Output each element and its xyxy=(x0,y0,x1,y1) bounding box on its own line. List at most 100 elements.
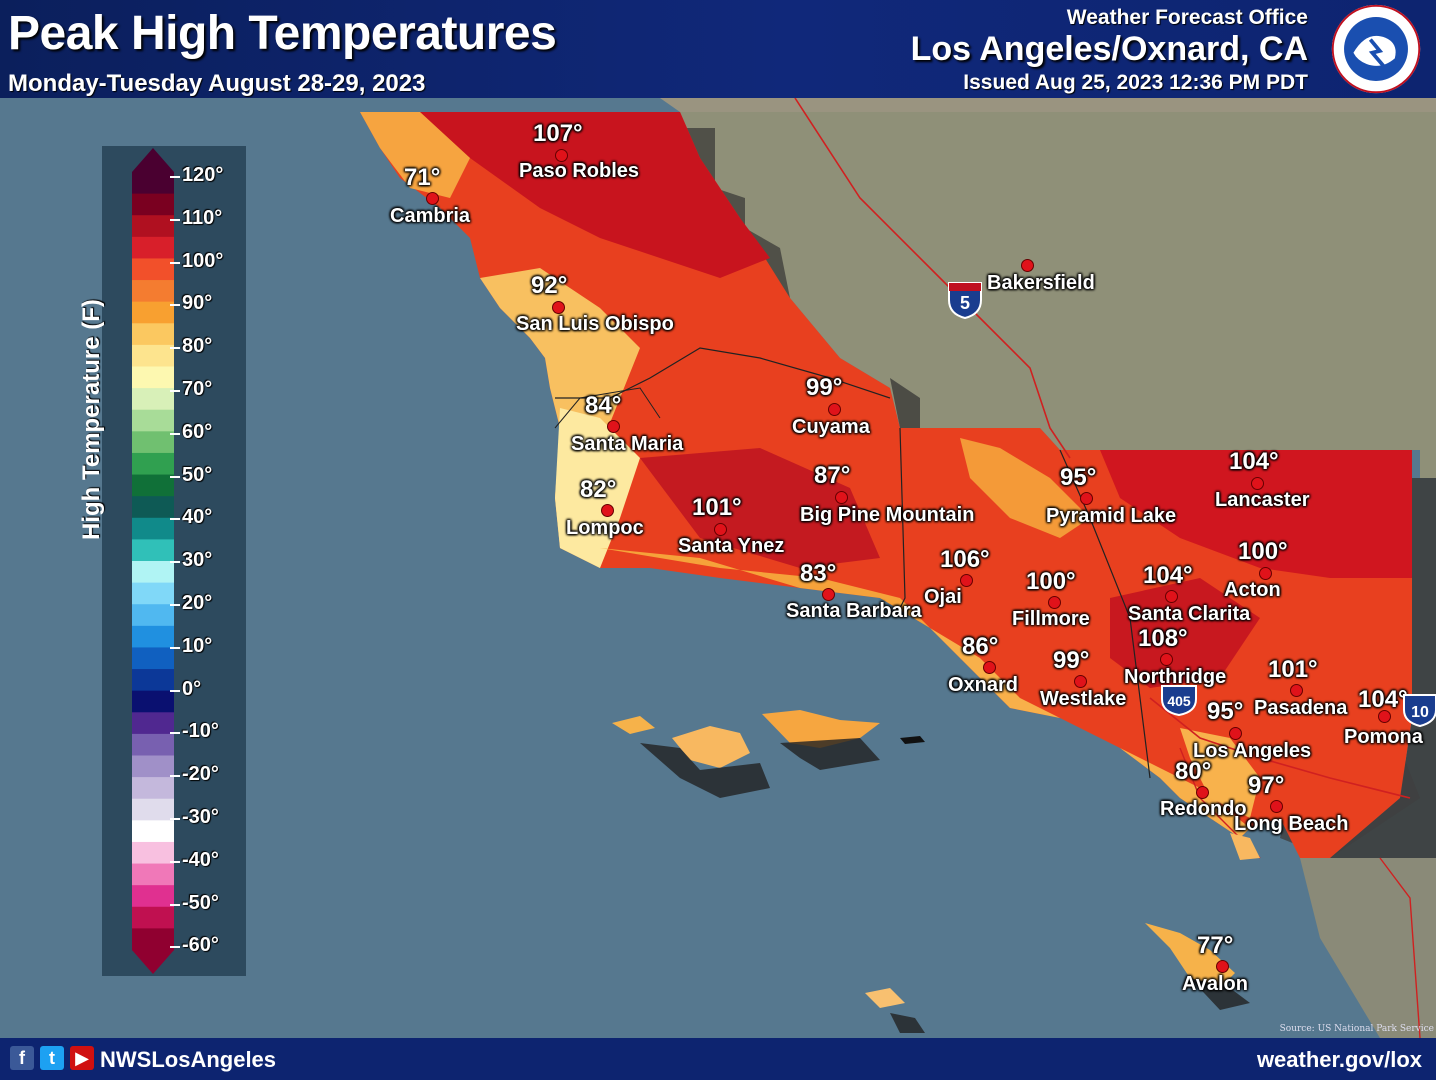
city-name-santa-ynez: Santa Ynez xyxy=(678,535,785,557)
i10-label: 10 xyxy=(1411,704,1429,721)
legend-swatch xyxy=(132,474,174,497)
city-name-big-pine-mountain: Big Pine Mountain xyxy=(800,504,975,526)
city-marker-ojai xyxy=(960,574,973,587)
temp-pomona: 104° xyxy=(1358,686,1408,713)
legend-tick-mark xyxy=(170,860,180,863)
legend-swatch xyxy=(132,647,174,670)
city-marker-los-angeles xyxy=(1229,727,1242,740)
temp-pasadena: 101° xyxy=(1268,656,1318,683)
temp-santa-ynez: 101° xyxy=(692,494,742,521)
city-marker-oxnard xyxy=(983,661,996,674)
city-name-pyramid-lake: Pyramid Lake xyxy=(1046,505,1177,527)
office-label: Weather Forecast Office xyxy=(1066,6,1308,29)
legend-tick-mark xyxy=(170,732,180,735)
legend-tick-mark xyxy=(170,347,180,350)
facebook-icon[interactable]: f xyxy=(10,1046,34,1070)
temp-santa-clarita: 104° xyxy=(1143,562,1193,589)
legend-swatch xyxy=(132,344,174,367)
legend-tick-mark xyxy=(170,646,180,649)
interstate-405-shield-icon: 405 xyxy=(1161,685,1197,717)
temp-paso-robles: 107° xyxy=(533,120,583,147)
legend-swatch xyxy=(132,712,174,735)
nws-logo-icon xyxy=(1331,4,1421,94)
legend-tick-mark xyxy=(170,218,180,221)
office-name: Los Angeles/Oxnard, CA xyxy=(910,30,1308,68)
legend-tick-label: 120° xyxy=(182,164,224,186)
legend-swatch xyxy=(132,777,174,800)
temp-northridge: 108° xyxy=(1138,625,1188,652)
temp-san-luis-obispo: 92° xyxy=(531,272,568,299)
legend-swatch xyxy=(132,236,174,259)
interstate-10-shield-icon: 10 xyxy=(1403,694,1436,728)
legend-arrow-top xyxy=(132,148,174,172)
city-marker-pasadena xyxy=(1290,684,1303,697)
temp-cambria: 71° xyxy=(404,164,441,191)
twitter-icon[interactable]: t xyxy=(40,1046,64,1070)
legend-tick-mark xyxy=(170,903,180,906)
city-marker-lompoc xyxy=(601,504,614,517)
legend-tick-label: 0° xyxy=(182,677,202,700)
city-marker-paso-robles xyxy=(555,149,568,162)
legend-swatch xyxy=(132,906,174,929)
legend-swatch xyxy=(132,820,174,843)
legend-swatch xyxy=(132,431,174,454)
city-marker-san-luis-obispo xyxy=(552,301,565,314)
date-subtitle: Monday-Tuesday August 28-29, 2023 xyxy=(8,70,426,97)
legend-tick-mark xyxy=(170,561,180,564)
legend-tick-label: -20° xyxy=(182,763,219,786)
legend-tick-label: -60° xyxy=(182,934,219,957)
legend-swatch xyxy=(132,604,174,627)
city-name-westlake: Westlake xyxy=(1040,688,1127,710)
temp-cuyama: 99° xyxy=(806,374,843,401)
legend-swatch xyxy=(132,841,174,865)
temp-big-pine-mountain: 87° xyxy=(814,462,851,489)
city-marker-santa-maria xyxy=(607,420,620,433)
legend-tick-label: 50° xyxy=(182,463,213,486)
city-name-northridge: Northridge xyxy=(1124,666,1227,688)
temp-long-beach: 97° xyxy=(1248,772,1285,799)
legend-tick-label: 110° xyxy=(182,206,223,229)
city-name-san-luis-obispo: San Luis Obispo xyxy=(516,313,674,335)
legend-swatch xyxy=(132,193,174,216)
legend-tick-mark xyxy=(170,475,180,478)
city-name-fillmore: Fillmore xyxy=(1012,608,1090,630)
legend-tick-mark xyxy=(170,518,180,521)
city-name-cuyama: Cuyama xyxy=(792,416,870,438)
city-name-santa-barbara: Santa Barbara xyxy=(786,600,922,622)
website-link[interactable]: weather.gov/lox xyxy=(1256,1047,1422,1072)
legend-tick-label: 90° xyxy=(182,292,213,315)
legend-swatch xyxy=(132,172,174,195)
legend-tick-mark xyxy=(170,176,180,178)
page-title: Peak High Temperatures xyxy=(8,7,557,60)
legend-swatch xyxy=(132,496,174,519)
legend-swatch xyxy=(132,539,174,562)
city-marker-pyramid-lake xyxy=(1080,492,1093,505)
legend-tick-mark xyxy=(170,604,180,606)
city-marker-cambria xyxy=(426,192,439,205)
legend-tick-mark xyxy=(170,261,180,264)
legend-swatch xyxy=(132,733,174,756)
legend-swatch xyxy=(132,215,174,238)
legend-swatch xyxy=(132,885,174,908)
temp-fillmore: 100° xyxy=(1026,568,1076,595)
issued-time: Issued Aug 25, 2023 12:36 PM PDT xyxy=(963,71,1308,94)
youtube-icon[interactable]: ▶ xyxy=(70,1046,94,1070)
legend-tick-label: -10° xyxy=(182,720,219,743)
city-name-los-angeles: Los Angeles xyxy=(1193,740,1312,762)
temp-lancaster: 104° xyxy=(1229,448,1279,475)
legend-tick-label: 40° xyxy=(182,506,213,529)
social-handle[interactable]: NWSLosAngeles xyxy=(100,1047,277,1072)
legend-tick-label: 20° xyxy=(182,592,213,614)
temp-santa-maria: 84° xyxy=(585,392,622,419)
legend-swatch xyxy=(132,928,174,951)
legend-swatch xyxy=(132,388,174,411)
legend-tick-label: -40° xyxy=(182,848,219,871)
legend-title: High Temperature (F) xyxy=(78,299,105,540)
legend-swatch xyxy=(132,755,174,778)
legend-tick-mark xyxy=(170,390,180,392)
legend-tick-label: -50° xyxy=(182,891,219,914)
legend-swatch xyxy=(132,798,174,821)
legend-swatch xyxy=(132,561,174,584)
legend-swatch xyxy=(132,258,174,281)
temp-santa-barbara: 83° xyxy=(800,560,837,587)
